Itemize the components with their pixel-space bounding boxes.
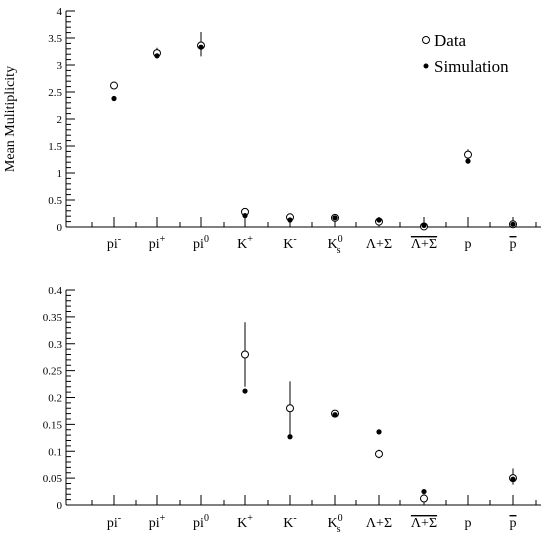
- y-tick-label: 0.2: [48, 393, 62, 405]
- y-tick-label: 1.5: [48, 141, 62, 153]
- simulation-point: [287, 434, 293, 440]
- simulation-point: [332, 412, 338, 418]
- simulation-point: [421, 222, 427, 228]
- simulation-point: [198, 44, 204, 50]
- y-tick-label: 0.15: [43, 419, 63, 431]
- x-tick-label: pi0: [193, 513, 209, 531]
- data-point: [375, 449, 383, 458]
- y-tick-label: 1: [57, 168, 63, 180]
- simulation-point: [242, 388, 248, 394]
- legend-sim-marker: [423, 63, 429, 69]
- legend: Data Simulation: [422, 31, 509, 76]
- x-tick-label: Λ+Σ: [366, 237, 392, 252]
- y-tick-label: 0.5: [48, 195, 62, 207]
- y-tick-label: 0.1: [48, 446, 62, 458]
- y-tick-label: 0: [57, 222, 63, 234]
- data-point: [464, 150, 472, 159]
- simulation-point: [154, 53, 160, 59]
- data-point: [110, 81, 118, 90]
- y-tick-label: 0: [57, 500, 63, 512]
- y-tick-label: 0.35: [43, 312, 63, 324]
- y-tick-label: 0.4: [48, 285, 62, 297]
- x-tick-label: pi0: [193, 234, 209, 252]
- x-tick-label: Λ+Σ: [366, 516, 392, 531]
- top-panel: 0 0.5 1 1.5 2 2.5 3 3.5 4 pi-pi+ pi0 K+ K- K0 s Λ+Σ Λ+Σ p…: [3, 6, 541, 256]
- x-tick-label: pi+: [149, 234, 166, 252]
- simulation-point: [287, 217, 293, 223]
- x-tick-label: p: [510, 516, 517, 531]
- bottom-panel: 0 0.05 0.1 0.15 0.2 0.25 0.3 0.35 0.4 pi-pi+ pi0 K+…: [43, 285, 541, 535]
- simulation-point: [332, 215, 338, 221]
- legend-data-label: Data: [434, 31, 467, 50]
- y-tick-label: 2: [57, 114, 63, 126]
- x-tick-label: K-: [283, 234, 296, 252]
- data-point: [241, 350, 249, 359]
- x-tick-label: p: [510, 237, 517, 252]
- data-point: [420, 494, 428, 503]
- y-tick-label: 3.5: [48, 33, 62, 45]
- x-tick-label: Λ+Σ: [411, 237, 437, 252]
- y-axis-label: Mean Mulitiplicity: [3, 66, 18, 172]
- simulation-point: [376, 429, 382, 435]
- data-point: [286, 404, 294, 413]
- x-tick-label: Λ+Σ: [411, 516, 437, 531]
- simulation-point: [510, 221, 516, 227]
- y-tick-label: 0.25: [43, 366, 63, 378]
- x-tick-label: K+: [237, 513, 253, 531]
- x-tick-label: p: [465, 516, 472, 531]
- simulation-point: [242, 213, 248, 219]
- simulation-point: [111, 95, 117, 102]
- x-tick-label: pi+: [149, 513, 166, 531]
- x-tick-label: K0 s: [327, 234, 342, 256]
- x-tick-label: K-: [283, 513, 296, 531]
- x-tick-label: K0 s: [327, 513, 342, 535]
- simulation-point: [421, 488, 427, 495]
- x-tick-label: p: [465, 237, 472, 252]
- y-tick-label: 3: [57, 60, 63, 72]
- legend-data-marker: [422, 36, 430, 44]
- simulation-point: [465, 158, 471, 164]
- x-tick-label: K+: [237, 234, 253, 252]
- x-tick-label: pi-: [107, 513, 121, 531]
- simulation-point: [510, 476, 516, 482]
- x-tick-label: pi-: [107, 234, 121, 252]
- legend-sim-label: Simulation: [434, 57, 509, 76]
- y-tick-label: 4: [57, 6, 63, 18]
- simulation-point: [376, 217, 382, 223]
- y-tick-label: 2.5: [48, 87, 62, 99]
- y-tick-label: 0.3: [48, 339, 62, 351]
- y-tick-label: 0.05: [43, 473, 63, 485]
